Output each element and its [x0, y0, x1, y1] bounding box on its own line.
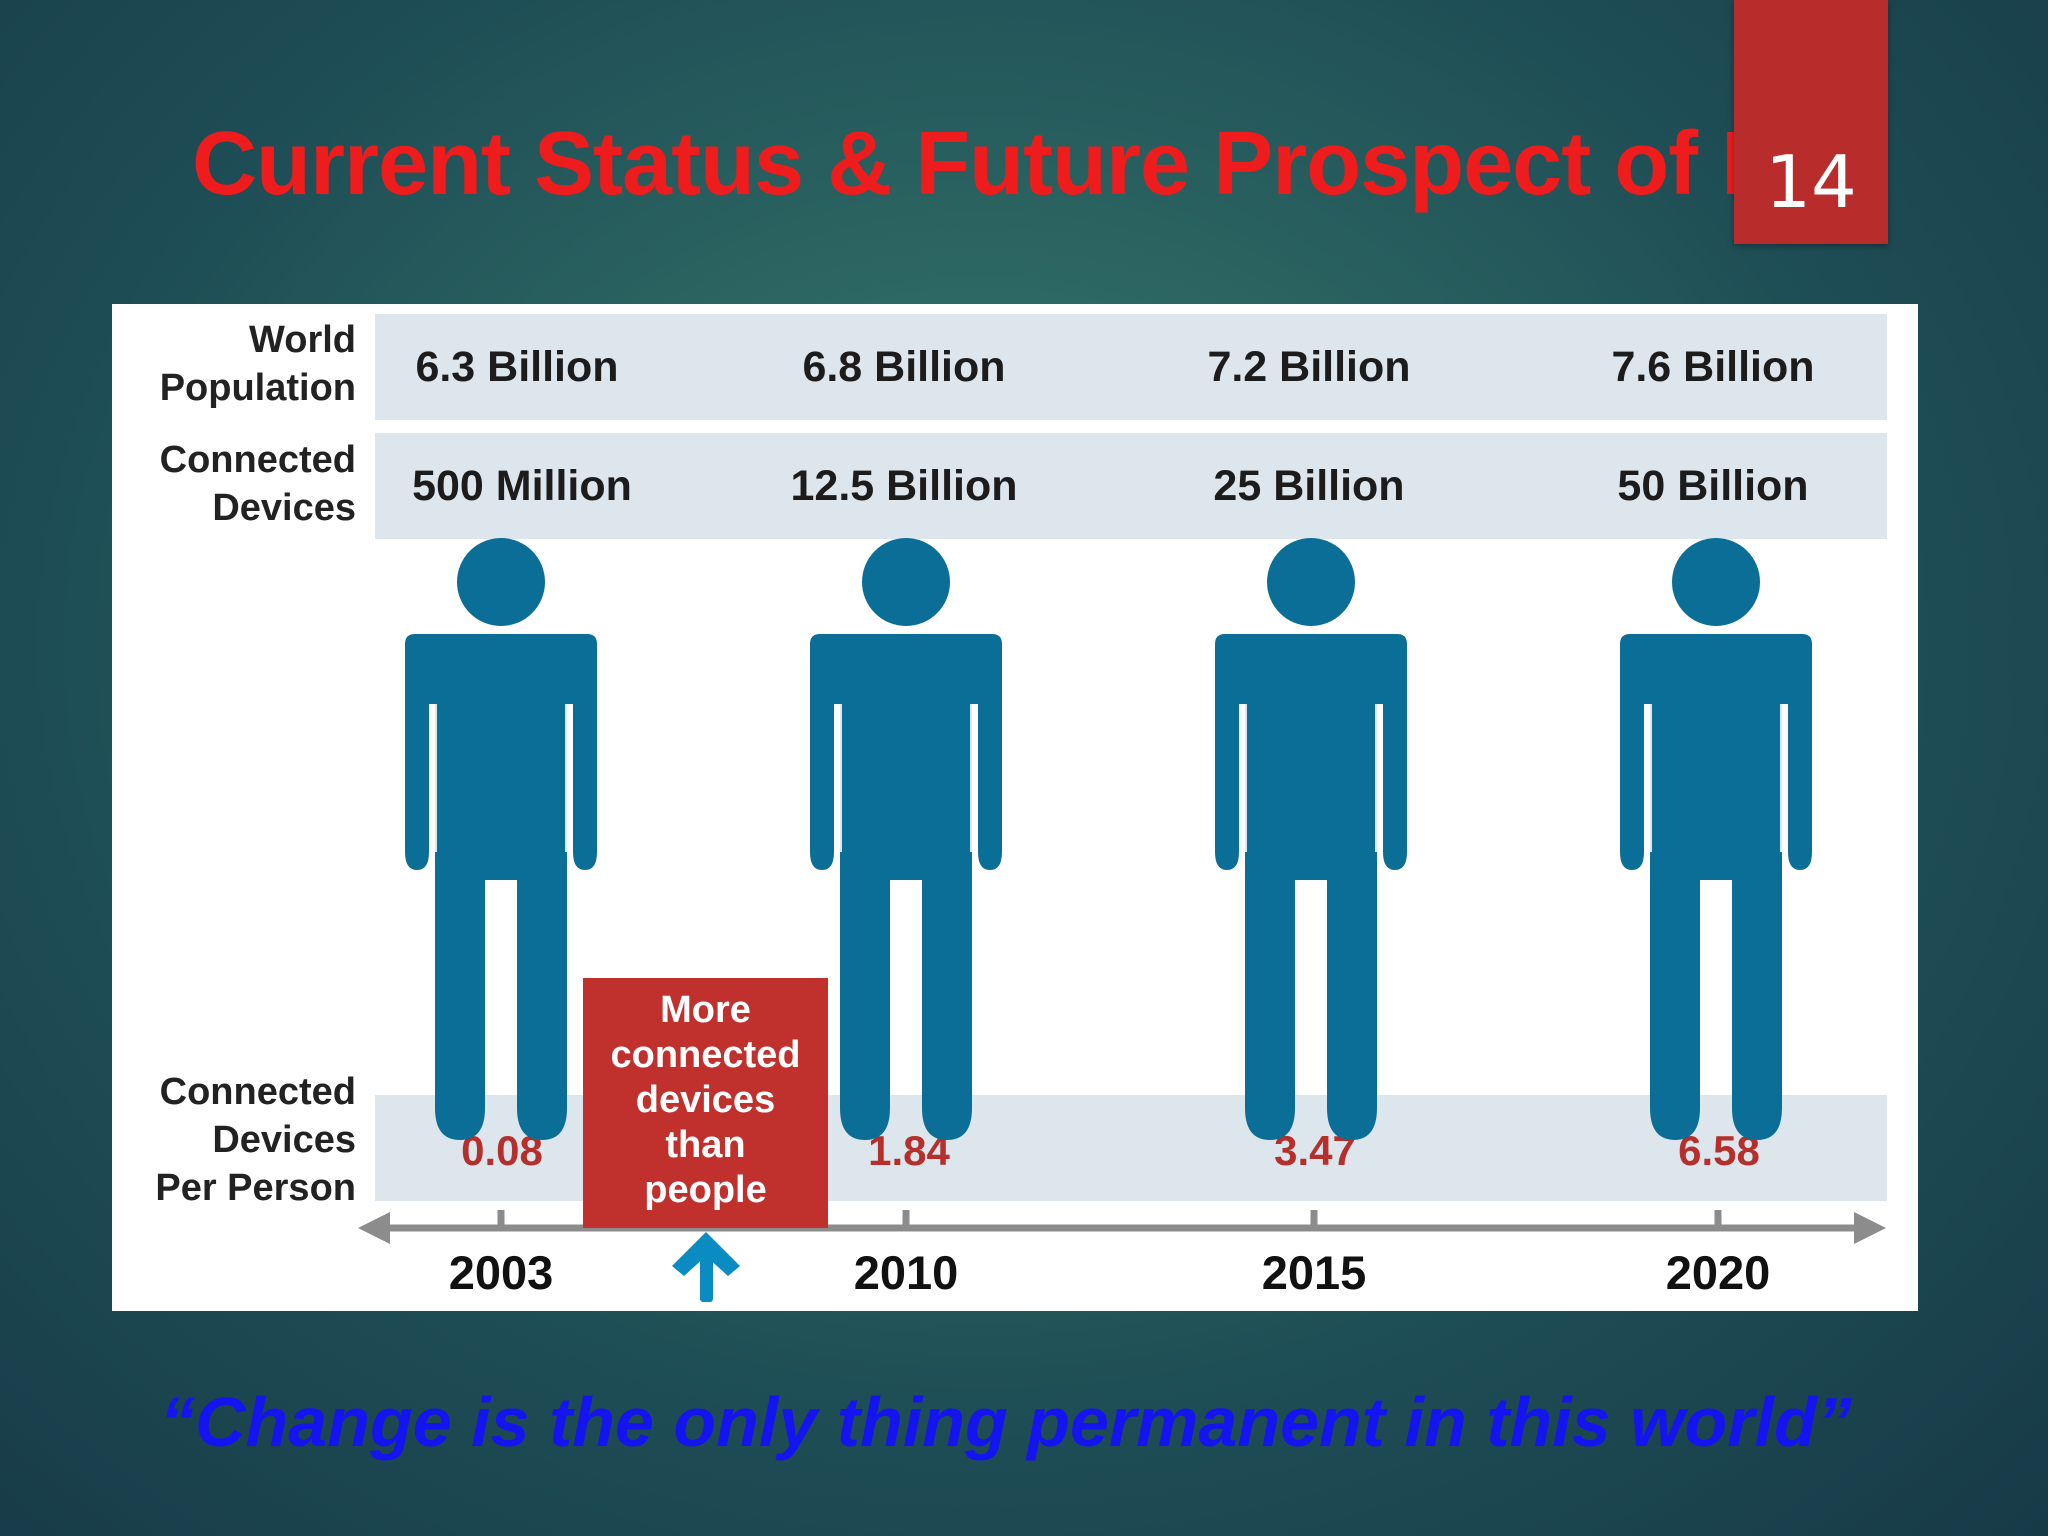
- population-value: 6.8 Billion: [802, 343, 1006, 391]
- slide-number: 14: [1765, 140, 1857, 224]
- row-label-connected-devices: Connected Devices: [159, 439, 356, 529]
- population-value: 7.6 Billion: [1611, 343, 1815, 391]
- population-band: [375, 314, 1887, 420]
- population-value: 6.3 Billion: [415, 343, 619, 391]
- slide-number-box: [1734, 0, 1888, 244]
- slide-title: Current Status & Future Prospect of IoT: [192, 114, 1854, 214]
- person-icon: [1213, 536, 1409, 1142]
- year-label: 2015: [1261, 1246, 1367, 1299]
- year-label: 2020: [1665, 1246, 1771, 1299]
- callout-more-devices-than-people: More connected devices than people: [583, 978, 828, 1228]
- devices-band: [375, 433, 1887, 539]
- figures-and-timeline: [358, 536, 1886, 1302]
- person-icon: [1618, 536, 1814, 1142]
- devices-value: 50 Billion: [1617, 462, 1809, 510]
- infographic-panel: World Population Connected Devices Conne…: [112, 304, 1918, 1311]
- population-value: 7.2 Billion: [1207, 343, 1411, 391]
- devices-value: 500 Million: [412, 462, 632, 510]
- row-label-world-population: World Population: [159, 319, 356, 409]
- devices-value: 25 Billion: [1213, 462, 1405, 510]
- row-label-devices-per-person: Connected Devices Per Person: [155, 1071, 356, 1209]
- quote-text: “Change is the only thing permanent in t…: [160, 1383, 1852, 1461]
- year-label: 2003: [448, 1246, 554, 1299]
- timeline-axis: [358, 1210, 1886, 1244]
- person-icon: [808, 536, 1004, 1142]
- up-arrow-icon: [672, 1232, 740, 1302]
- year-label: 2010: [853, 1246, 959, 1299]
- devices-value: 12.5 Billion: [790, 462, 1018, 510]
- person-icon: [403, 536, 599, 1142]
